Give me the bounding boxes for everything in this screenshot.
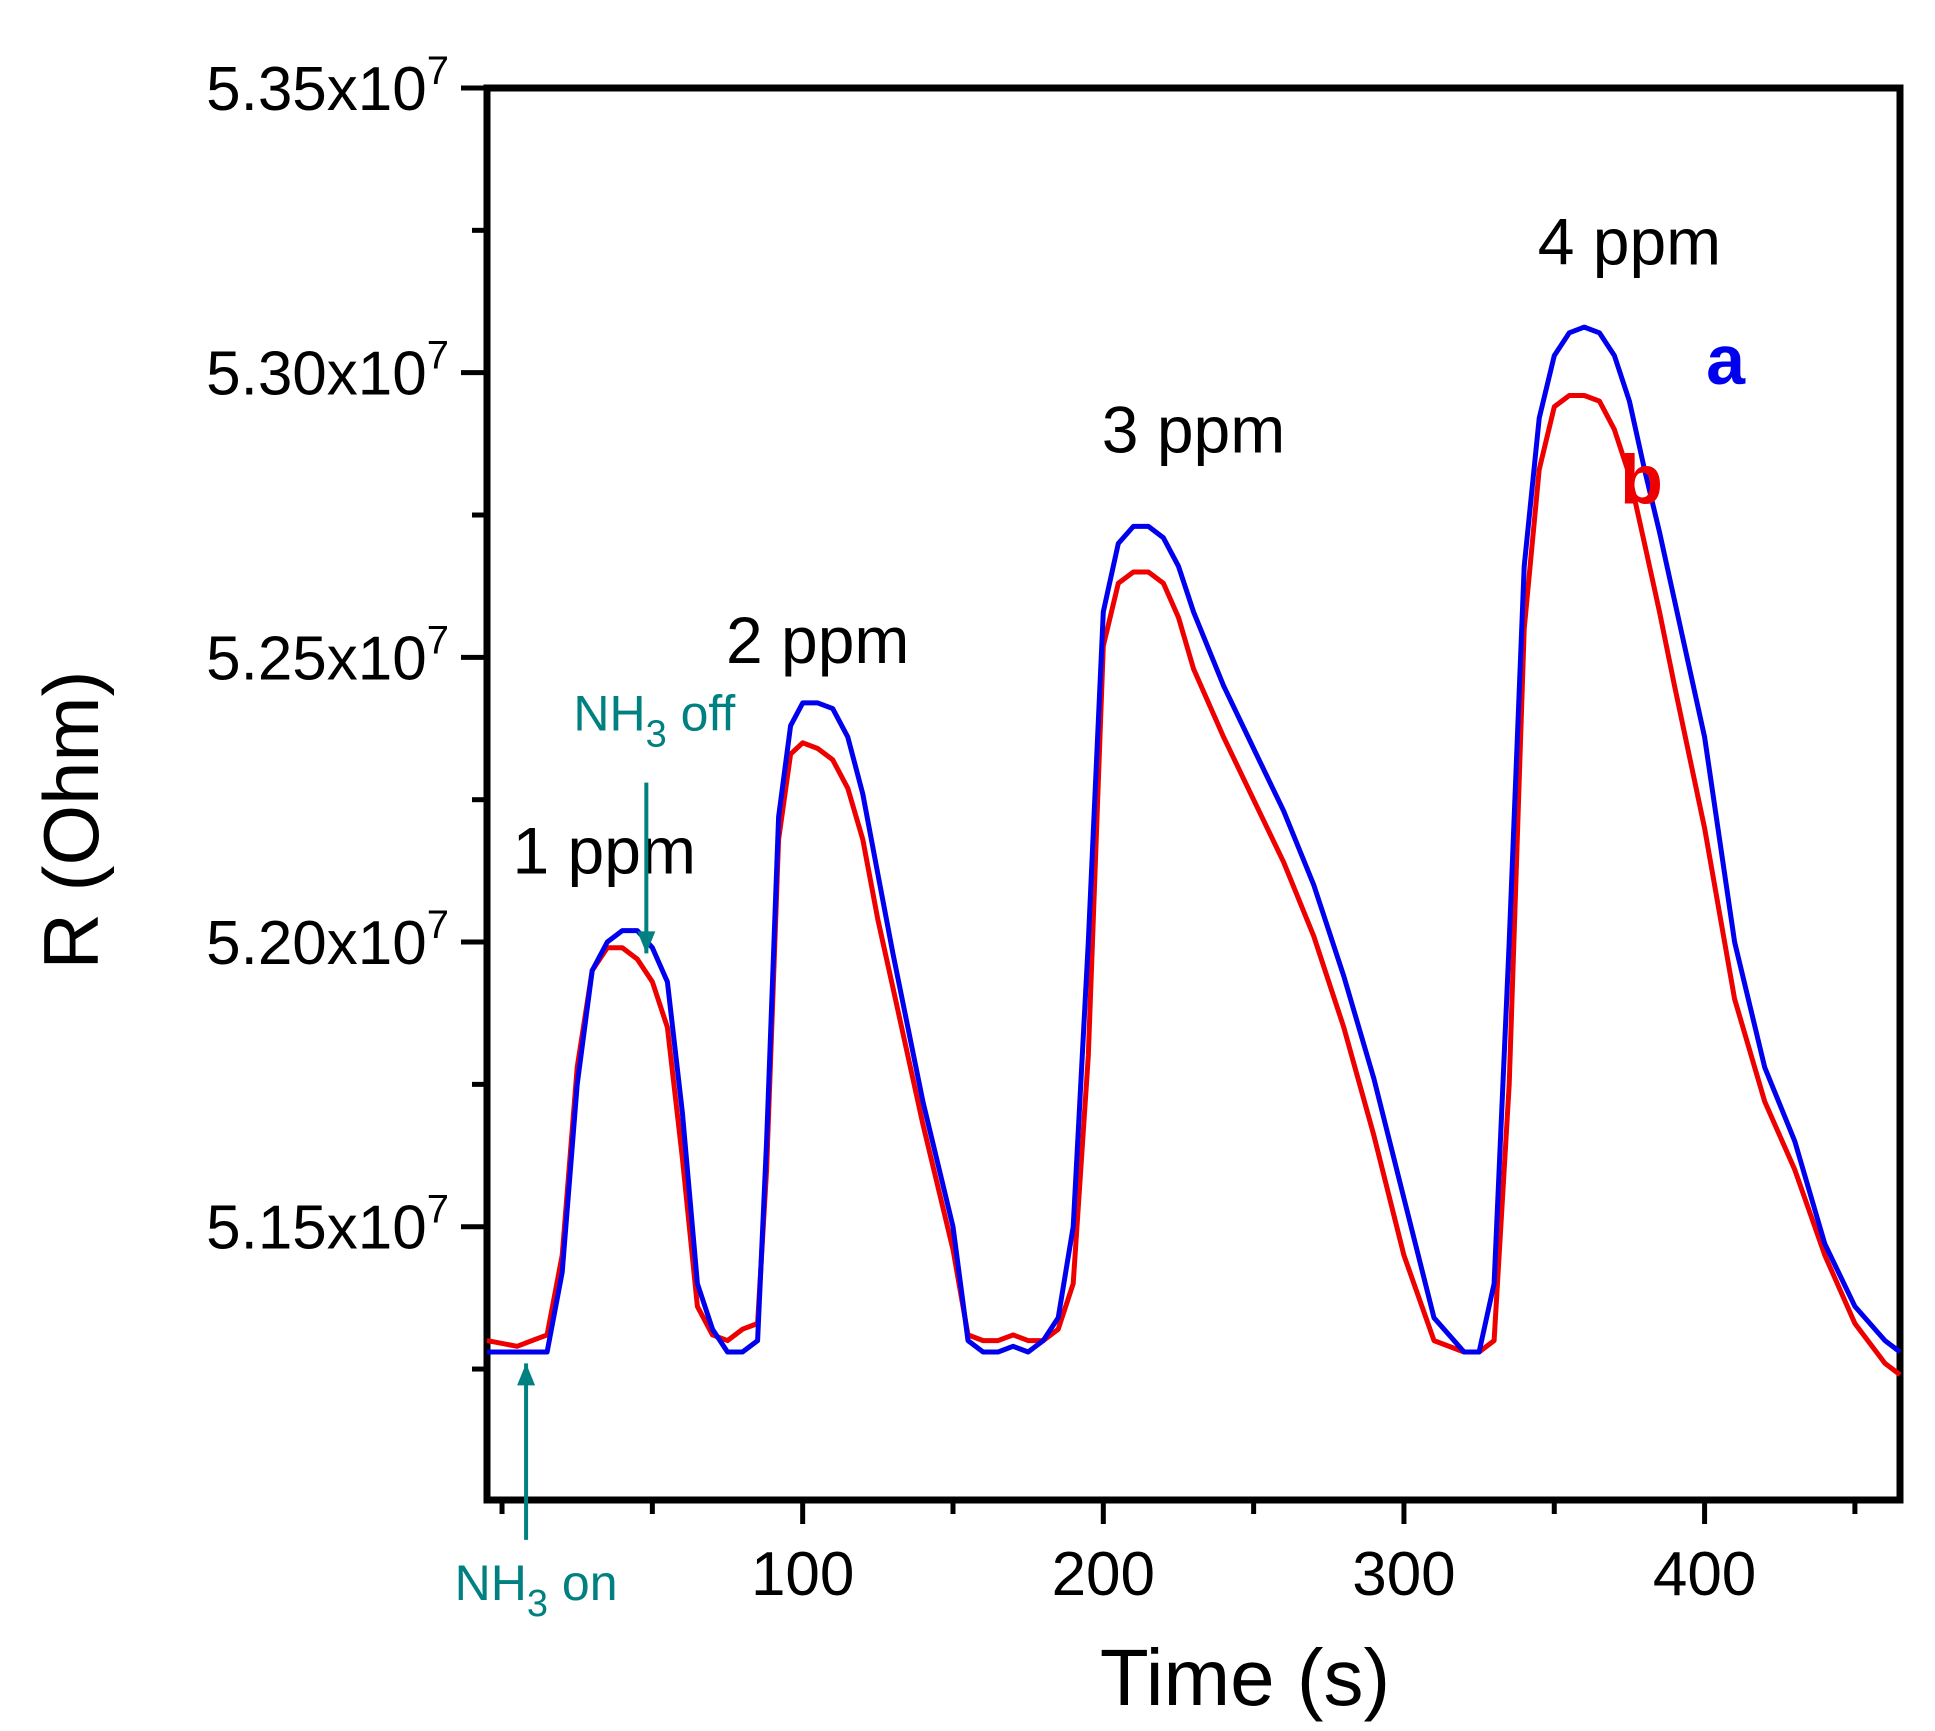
y-tick-label: 5.30x107 <box>206 334 449 409</box>
concentration-label: 2 ppm <box>726 603 909 677</box>
concentration-label: 3 ppm <box>1102 392 1285 466</box>
nh3-on-label: NH3 on <box>455 1555 618 1625</box>
y-tick-label: 5.35x107 <box>206 49 449 124</box>
x-tick-label: 400 <box>1653 1540 1756 1609</box>
series-label: a <box>1706 321 1746 399</box>
series-label: b <box>1620 441 1663 519</box>
x-tick-label: 300 <box>1352 1540 1455 1609</box>
nh3-off-label: NH3 off <box>573 686 735 756</box>
arrow-head <box>637 931 656 954</box>
y-tick-label: 5.20x107 <box>206 903 449 978</box>
series-layer <box>486 324 1902 1377</box>
y-axis-label: R (Ohm) <box>27 671 115 970</box>
concentration-label: 4 ppm <box>1538 205 1721 279</box>
x-axis-label: Time (s) <box>1100 1633 1390 1722</box>
arrow-head <box>517 1363 536 1386</box>
annotations: 1 ppm 2 ppm 3 ppm 4 ppm ab NH3 on NH3 off <box>455 205 1747 1625</box>
x-tick-label: 200 <box>1052 1540 1155 1609</box>
x-tick-label: 100 <box>751 1540 854 1609</box>
axes: 100 200 300 400 5.15x107 5.20x107 5.25x107 5.30… <box>206 49 1904 1609</box>
y-tick-label: 5.15x107 <box>206 1188 449 1263</box>
series-b-line <box>486 393 1902 1377</box>
concentration-label: 1 ppm <box>513 814 696 888</box>
y-tick-label: 5.25x107 <box>206 618 449 693</box>
plot-frame <box>483 84 1904 1504</box>
series-a-line <box>487 324 1902 1355</box>
